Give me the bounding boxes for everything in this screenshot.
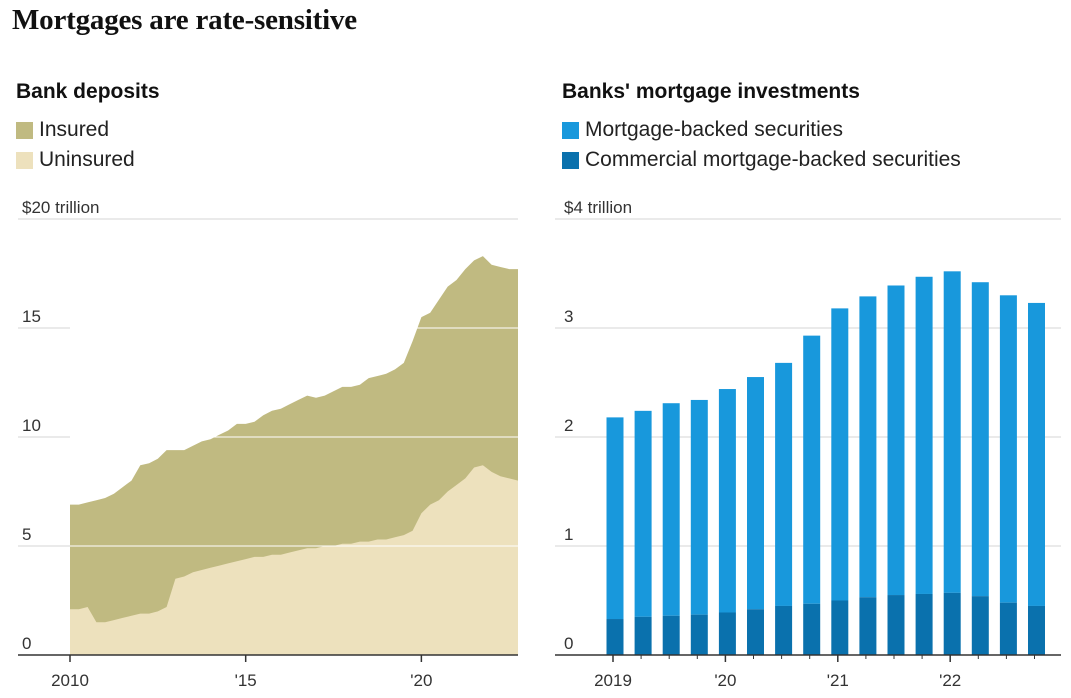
mbs-bar xyxy=(859,296,877,598)
mortgage-y-tick-label: 3 xyxy=(564,307,573,326)
legend-label-cmbs: Commercial mortgage-backed securities xyxy=(585,148,961,171)
cmbs-swatch xyxy=(562,151,579,169)
mbs-bar xyxy=(915,276,933,594)
mbs-bar xyxy=(803,335,821,604)
legend-label-mbs: Mortgage-backed securities xyxy=(585,118,843,141)
cmbs-bar xyxy=(690,614,708,655)
cmbs-bar xyxy=(943,592,961,655)
page-title: Mortgages are rate-sensitive xyxy=(12,4,357,36)
mbs-bar xyxy=(775,362,793,606)
mbs-bar xyxy=(1028,302,1045,606)
cmbs-bar xyxy=(971,596,989,655)
mortgage-x-tick-label: '21 xyxy=(827,671,849,690)
mortgage-legend: Mortgage-backed securities Commercial mo… xyxy=(562,115,961,175)
legend-label-uninsured: Uninsured xyxy=(39,148,135,171)
deposits-y-tick-label: 10 xyxy=(22,416,41,435)
mortgage-x-tick-label: '22 xyxy=(939,671,961,690)
cmbs-bar xyxy=(831,600,849,655)
deposits-y-tick-label: 15 xyxy=(22,307,41,326)
mbs-bar xyxy=(690,399,708,615)
mortgage-y-tick-label: 2 xyxy=(564,416,573,435)
uninsured-swatch xyxy=(16,151,33,169)
mortgage-x-tick-label: '20 xyxy=(714,671,736,690)
mortgage-y-tick-label: 1 xyxy=(564,525,573,544)
deposits-chart-title: Bank deposits xyxy=(16,80,160,103)
legend-item-cmbs: Commercial mortgage-backed securities xyxy=(562,145,961,175)
mbs-bar xyxy=(971,282,989,597)
deposits-x-tick-label: 2010 xyxy=(51,671,89,690)
mbs-bar xyxy=(634,410,652,617)
deposits-x-tick-label: '15 xyxy=(235,671,257,690)
deposits-x-tick-label: '20 xyxy=(410,671,432,690)
mortgage-y-tick-label: 0 xyxy=(564,634,573,653)
legend-item-insured: Insured xyxy=(16,115,135,145)
mbs-bar xyxy=(999,295,1017,603)
mbs-bar xyxy=(718,389,736,613)
cmbs-bar xyxy=(775,605,793,655)
mbs-bar xyxy=(831,308,849,601)
mortgage-x-tick-label: 2019 xyxy=(594,671,632,690)
deposits-y-tick-label: 5 xyxy=(22,525,31,544)
mbs-bar xyxy=(606,417,624,620)
cmbs-bar xyxy=(747,609,764,655)
legend-item-mbs: Mortgage-backed securities xyxy=(562,115,961,145)
cmbs-bar xyxy=(606,619,624,655)
mbs-bar xyxy=(887,285,905,596)
legend-item-uninsured: Uninsured xyxy=(16,145,135,175)
deposits-y-tick-label: $20 trillion xyxy=(22,198,100,217)
cmbs-bar xyxy=(1028,605,1045,655)
cmbs-bar xyxy=(887,595,905,655)
legend-label-insured: Insured xyxy=(39,118,110,141)
mbs-bar xyxy=(747,377,764,610)
mbs-bar xyxy=(943,271,961,593)
mortgage-y-tick-label: $4 trillion xyxy=(564,198,632,217)
cmbs-bar xyxy=(915,593,933,655)
cmbs-bar xyxy=(999,602,1017,655)
mbs-bar xyxy=(662,403,680,616)
deposits-legend: Insured Uninsured xyxy=(16,115,135,175)
deposits-y-tick-label: 0 xyxy=(22,634,31,653)
mbs-swatch xyxy=(562,121,579,139)
cmbs-bar xyxy=(634,616,652,655)
mortgage-chart-title: Banks' mortgage investments xyxy=(562,80,860,103)
cmbs-bar xyxy=(803,603,821,655)
cmbs-bar xyxy=(662,615,680,655)
insured-swatch xyxy=(16,121,33,139)
cmbs-bar xyxy=(718,612,736,655)
cmbs-bar xyxy=(859,597,877,655)
uninsured-area xyxy=(70,465,518,655)
